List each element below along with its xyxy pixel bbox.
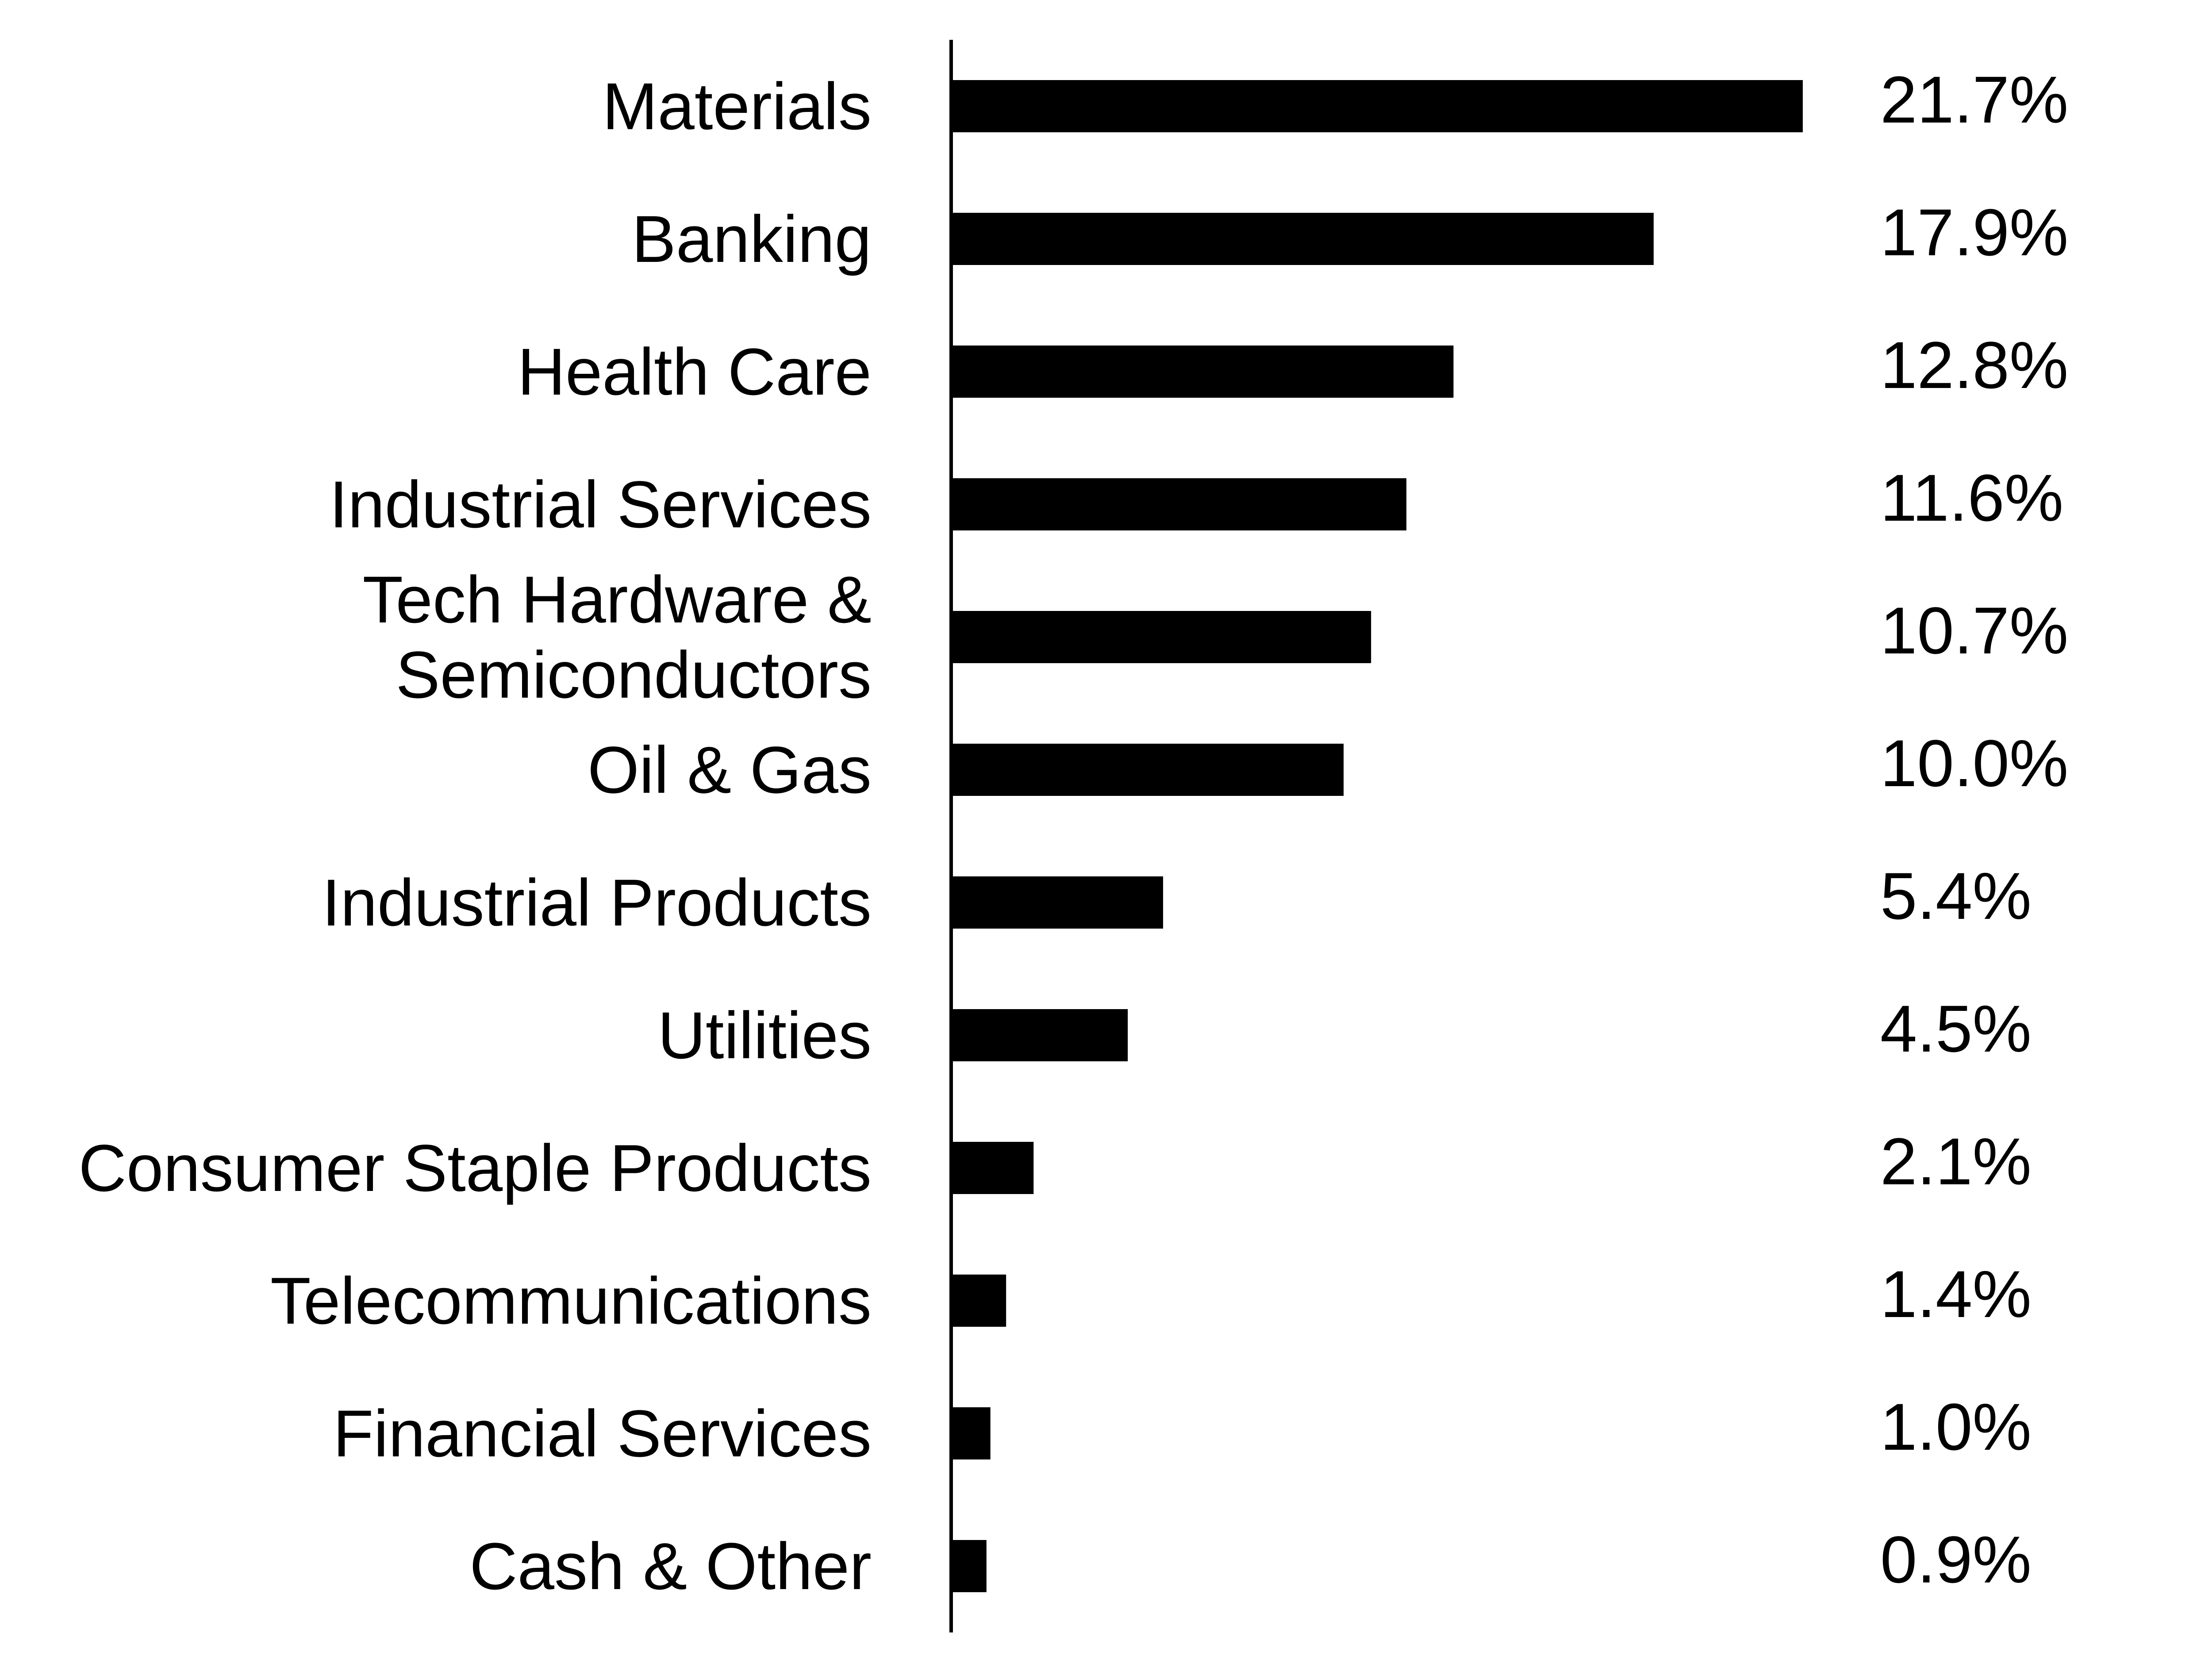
bar-4	[951, 611, 1371, 663]
category-label-0: Materials	[603, 69, 872, 143]
value-label-2: 12.8%	[1880, 328, 2068, 402]
value-label-1: 17.9%	[1880, 195, 2068, 269]
category-label-line: Semiconductors	[396, 637, 872, 712]
category-label-line: Tech Hardware &	[363, 562, 872, 637]
bar-2	[951, 346, 1454, 398]
value-label-5: 10.0%	[1880, 726, 2068, 800]
value-label-11: 0.9%	[1880, 1522, 2032, 1597]
bar-10	[951, 1407, 991, 1459]
bar-3	[951, 478, 1407, 530]
bar-9	[951, 1275, 1006, 1327]
bar-5	[951, 744, 1344, 796]
category-label-line: Industrial Products	[322, 865, 872, 940]
category-label-line: Cash & Other	[469, 1529, 872, 1603]
bar-7	[951, 1009, 1128, 1061]
category-label-2: Health Care	[518, 334, 872, 409]
category-label-line: Industrial Services	[330, 467, 872, 541]
category-label-6: Industrial Products	[322, 865, 872, 940]
value-label-6: 5.4%	[1880, 859, 2032, 933]
bar-0	[951, 80, 1803, 132]
category-label-line: Utilities	[658, 998, 872, 1072]
category-label-5: Oil & Gas	[588, 733, 872, 807]
category-label-9: Telecommunications	[270, 1263, 872, 1338]
category-label-8: Consumer Staple Products	[78, 1131, 872, 1205]
category-label-line: Oil & Gas	[588, 733, 872, 807]
bar-6	[951, 876, 1164, 929]
category-label-line: Financial Services	[333, 1396, 872, 1471]
category-label-11: Cash & Other	[469, 1529, 872, 1603]
category-label-7: Utilities	[658, 998, 872, 1072]
category-labels: Materials Banking Health Care Industrial Se…	[78, 69, 872, 1603]
bar-11	[951, 1540, 987, 1592]
category-label-line: Banking	[632, 202, 872, 276]
value-label-10: 1.0%	[1880, 1390, 2032, 1464]
value-label-9: 1.4%	[1880, 1257, 2032, 1331]
value-label-8: 2.1%	[1880, 1124, 2032, 1198]
category-label-line: Health Care	[518, 334, 872, 409]
bar-8	[951, 1142, 1034, 1194]
bar-1	[951, 213, 1654, 265]
bars-layer	[951, 80, 1803, 1592]
category-label-10: Financial Services	[333, 1396, 872, 1471]
category-label-1: Banking	[632, 202, 872, 276]
category-label-3: Industrial Services	[330, 467, 872, 541]
value-label-7: 4.5%	[1880, 991, 2032, 1066]
category-label-line: Telecommunications	[270, 1263, 872, 1338]
value-labels: 21.7% 17.9% 12.8% 11.6% 10.7% 10.0% 5.4% 4.5% 2.…	[1880, 62, 2068, 1597]
value-label-0: 21.7%	[1880, 62, 2068, 137]
category-label-4: Tech Hardware & Semiconductors	[363, 562, 872, 712]
category-label-line: Consumer Staple Products	[78, 1131, 872, 1205]
category-label-line: Materials	[603, 69, 872, 143]
value-label-4: 10.7%	[1880, 593, 2068, 668]
value-label-3: 11.6%	[1880, 461, 2063, 535]
